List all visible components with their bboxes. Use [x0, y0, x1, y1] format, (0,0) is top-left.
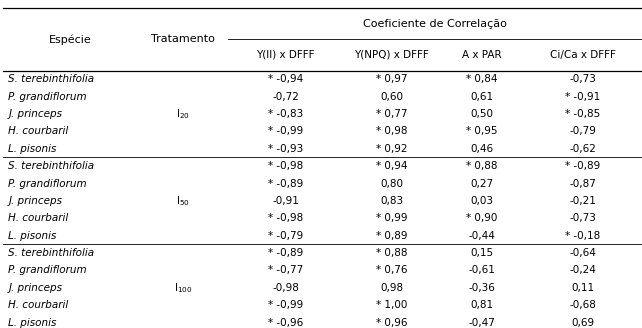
Text: I$_{50}$: I$_{50}$ — [176, 194, 190, 208]
Text: -0,73: -0,73 — [569, 74, 596, 84]
Text: * 0,92: * 0,92 — [376, 144, 408, 154]
Text: -0,79: -0,79 — [569, 126, 596, 136]
Text: 0,60: 0,60 — [380, 92, 403, 102]
Text: -0,64: -0,64 — [569, 248, 596, 258]
Text: * -0,89: * -0,89 — [565, 161, 600, 171]
Text: 0,69: 0,69 — [571, 318, 594, 328]
Text: 0,81: 0,81 — [470, 300, 493, 310]
Text: * -0,79: * -0,79 — [268, 231, 303, 241]
Text: * -0,93: * -0,93 — [268, 144, 303, 154]
Text: -0,98: -0,98 — [272, 283, 299, 293]
Text: * 0,84: * 0,84 — [465, 74, 498, 84]
Text: P. grandiflorum: P. grandiflorum — [8, 92, 87, 102]
Text: I$_{20}$: I$_{20}$ — [176, 107, 190, 121]
Text: Y(II) x DFFF: Y(II) x DFFF — [256, 50, 315, 60]
Text: -0,61: -0,61 — [468, 265, 495, 276]
Text: * 0,76: * 0,76 — [376, 265, 408, 276]
Text: * -0,96: * -0,96 — [268, 318, 303, 328]
Text: * -0,89: * -0,89 — [268, 178, 303, 189]
Text: * -0,98: * -0,98 — [268, 213, 303, 223]
Text: 0,46: 0,46 — [470, 144, 493, 154]
Text: -0,72: -0,72 — [272, 92, 299, 102]
Text: * 1,00: * 1,00 — [376, 300, 407, 310]
Text: J. princeps: J. princeps — [8, 196, 62, 206]
Text: 0,11: 0,11 — [571, 283, 594, 293]
Text: * -0,85: * -0,85 — [565, 109, 600, 119]
Text: H. courbaril: H. courbaril — [8, 213, 69, 223]
Text: -0,87: -0,87 — [569, 178, 596, 189]
Text: P. grandiflorum: P. grandiflorum — [8, 265, 87, 276]
Text: * 0,98: * 0,98 — [376, 126, 408, 136]
Text: -0,73: -0,73 — [569, 213, 596, 223]
Text: H. courbaril: H. courbaril — [8, 300, 69, 310]
Text: * 0,90: * 0,90 — [466, 213, 497, 223]
Text: * 0,99: * 0,99 — [376, 213, 408, 223]
Text: S. terebinthifolia: S. terebinthifolia — [8, 161, 94, 171]
Text: 0,15: 0,15 — [470, 248, 493, 258]
Text: 0,61: 0,61 — [470, 92, 493, 102]
Text: 0,50: 0,50 — [470, 109, 493, 119]
Text: * -0,77: * -0,77 — [268, 265, 303, 276]
Text: -0,62: -0,62 — [569, 144, 596, 154]
Text: * 0,95: * 0,95 — [465, 126, 498, 136]
Text: Espécie: Espécie — [49, 34, 92, 45]
Text: -0,44: -0,44 — [468, 231, 495, 241]
Text: * 0,88: * 0,88 — [465, 161, 498, 171]
Text: -0,47: -0,47 — [468, 318, 495, 328]
Text: -0,68: -0,68 — [569, 300, 596, 310]
Text: 0,03: 0,03 — [470, 196, 493, 206]
Text: L. pisonis: L. pisonis — [8, 231, 56, 241]
Text: * -0,91: * -0,91 — [565, 92, 600, 102]
Text: S. terebinthifolia: S. terebinthifolia — [8, 74, 94, 84]
Text: * 0,88: * 0,88 — [376, 248, 408, 258]
Text: Coeficiente de Correlação: Coeficiente de Correlação — [363, 19, 507, 29]
Text: J. princeps: J. princeps — [8, 109, 62, 119]
Text: 0,80: 0,80 — [380, 178, 403, 189]
Text: * 0,97: * 0,97 — [376, 74, 408, 84]
Text: * 0,77: * 0,77 — [376, 109, 408, 119]
Text: P. grandiflorum: P. grandiflorum — [8, 178, 87, 189]
Text: Tratamento: Tratamento — [151, 34, 215, 44]
Text: * -0,99: * -0,99 — [268, 126, 303, 136]
Text: H. courbaril: H. courbaril — [8, 126, 69, 136]
Text: I$_{100}$: I$_{100}$ — [174, 281, 192, 295]
Text: L. pisonis: L. pisonis — [8, 144, 56, 154]
Text: * 0,94: * 0,94 — [376, 161, 408, 171]
Text: * -0,83: * -0,83 — [268, 109, 303, 119]
Text: * -0,89: * -0,89 — [268, 248, 303, 258]
Text: 0,98: 0,98 — [380, 283, 403, 293]
Text: Y(NPQ) x DFFF: Y(NPQ) x DFFF — [354, 50, 429, 60]
Text: S. terebinthifolia: S. terebinthifolia — [8, 248, 94, 258]
Text: * -0,18: * -0,18 — [565, 231, 600, 241]
Text: -0,24: -0,24 — [569, 265, 596, 276]
Text: * 0,96: * 0,96 — [376, 318, 408, 328]
Text: * -0,99: * -0,99 — [268, 300, 303, 310]
Text: -0,36: -0,36 — [468, 283, 495, 293]
Text: J. princeps: J. princeps — [8, 283, 62, 293]
Text: L. pisonis: L. pisonis — [8, 318, 56, 328]
Text: -0,91: -0,91 — [272, 196, 299, 206]
Text: 0,27: 0,27 — [470, 178, 493, 189]
Text: * -0,98: * -0,98 — [268, 161, 303, 171]
Text: A x PAR: A x PAR — [462, 50, 501, 60]
Text: Ci/Ca x DFFF: Ci/Ca x DFFF — [550, 50, 616, 60]
Text: 0,83: 0,83 — [380, 196, 403, 206]
Text: -0,21: -0,21 — [569, 196, 596, 206]
Text: * 0,89: * 0,89 — [376, 231, 408, 241]
Text: * -0,94: * -0,94 — [268, 74, 303, 84]
